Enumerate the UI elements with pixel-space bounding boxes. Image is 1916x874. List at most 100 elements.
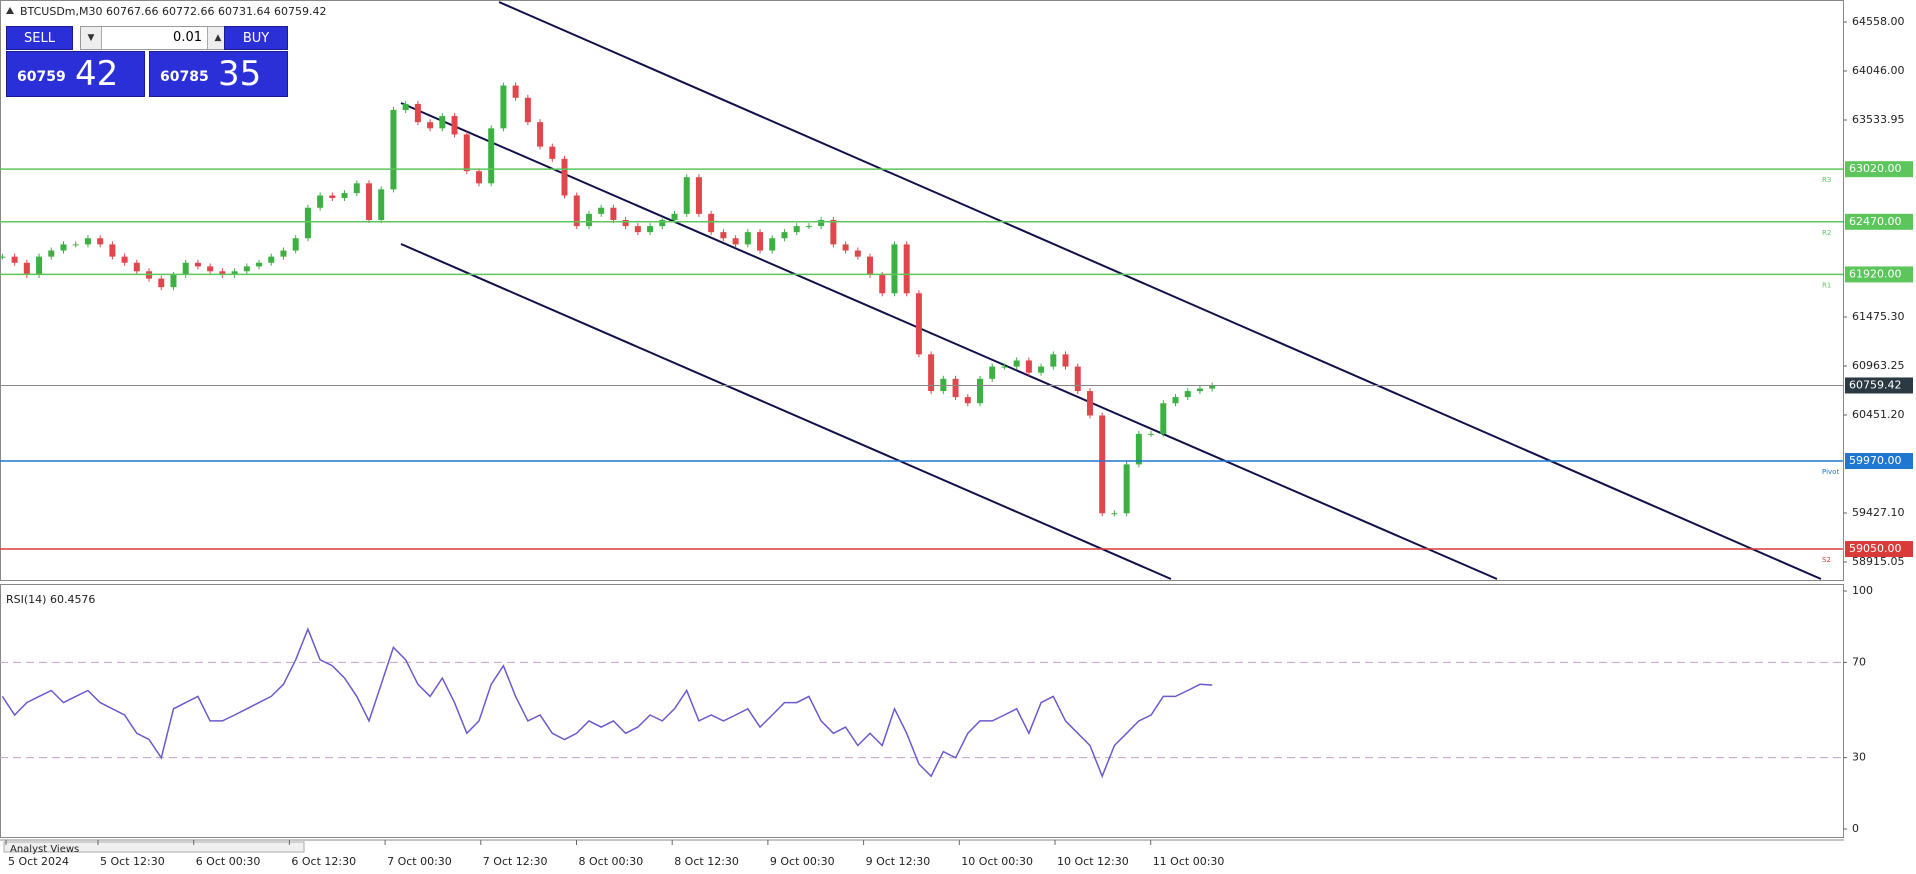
candle-body — [610, 207, 617, 220]
y-tick-label: 64558.00 — [1852, 15, 1905, 28]
volume-value: 0.01 — [173, 30, 202, 45]
analyst-views-tab[interactable] — [3, 841, 305, 853]
price-panel — [0, 0, 1844, 581]
candle-body — [537, 122, 544, 147]
candle-body — [133, 262, 140, 272]
candle-body — [97, 238, 104, 245]
candle-body — [72, 244, 79, 246]
candle-body — [378, 189, 385, 220]
candle-body — [243, 266, 250, 272]
x-tick-label: 5 Oct 12:30 — [100, 855, 165, 868]
level-name: S2 — [1822, 556, 1831, 564]
candle-body — [1074, 366, 1081, 392]
x-tick-label: 9 Oct 12:30 — [866, 855, 931, 868]
candle-body — [1160, 403, 1167, 434]
one-click-trading: SELL ▼ 0.01 ▲ BUY 60759 42 60785 35 — [6, 24, 289, 97]
candle-body — [695, 177, 702, 214]
candle-body — [818, 219, 825, 227]
candle-body — [720, 232, 727, 239]
candle-body — [0, 256, 6, 258]
candle-body — [329, 195, 336, 198]
candle-body — [842, 244, 849, 251]
rsi-title: RSI(14) 60.4576 — [6, 593, 95, 606]
level-name: Pivot — [1822, 468, 1839, 476]
analyst-views-label[interactable]: Analyst Views — [10, 844, 79, 855]
candle-body — [891, 244, 898, 294]
candle-body — [268, 256, 275, 263]
candle-body — [427, 122, 434, 129]
candle-body — [182, 262, 189, 275]
candle-body — [781, 232, 788, 239]
candle-body — [928, 354, 935, 392]
volume-input[interactable]: ▼ 0.01 ▲ — [80, 26, 229, 50]
current-price-box — [1845, 377, 1913, 394]
candle-body — [915, 293, 922, 355]
candle-body — [1050, 354, 1057, 367]
candle-body — [109, 244, 116, 257]
collapse-icon[interactable] — [6, 7, 14, 14]
x-tick-label: 8 Oct 00:30 — [579, 855, 644, 868]
candle-body — [353, 183, 360, 194]
candle-body — [451, 116, 458, 135]
candle-body — [317, 195, 324, 208]
candle-body — [231, 271, 238, 275]
candle-body — [1209, 385, 1216, 389]
level-name: R1 — [1822, 281, 1831, 289]
x-tick-label: 8 Oct 12:30 — [674, 855, 739, 868]
candle-body — [879, 274, 886, 294]
candle-body — [36, 256, 43, 275]
ask-main: 60785 — [160, 69, 209, 85]
candle-body — [1038, 366, 1045, 373]
candle-body — [549, 146, 556, 159]
candle-body — [500, 85, 507, 129]
candle-body — [622, 219, 629, 227]
sell-button[interactable]: SELL — [6, 26, 73, 50]
level-label-box — [1845, 213, 1913, 230]
candle-body — [280, 250, 287, 257]
candle-body — [573, 195, 580, 227]
candle-body — [341, 193, 348, 198]
y-tick-label: 59427.10 — [1852, 506, 1905, 519]
level-label-box — [1845, 453, 1913, 470]
candle-body — [256, 262, 263, 267]
y-tick-label: 30 — [1852, 751, 1866, 764]
bid-box[interactable]: 60759 42 — [6, 51, 145, 97]
candle-body — [867, 256, 874, 275]
rsi-panel — [0, 584, 1844, 838]
candle-body — [1196, 388, 1203, 392]
volume-down[interactable]: ▼ — [81, 27, 102, 49]
candle-body — [659, 219, 666, 227]
candle-body — [744, 232, 751, 245]
candle-body — [903, 244, 910, 294]
trendline — [498, 1, 1822, 580]
candle-body — [769, 238, 776, 251]
candle-body — [952, 378, 959, 398]
candle-body — [964, 397, 971, 404]
y-tick-label: 64046.00 — [1852, 64, 1905, 77]
candle-body — [585, 213, 592, 227]
bid-main: 60759 — [17, 69, 66, 85]
buy-button[interactable]: BUY — [224, 26, 288, 50]
x-tick-label: 10 Oct 00:30 — [961, 855, 1033, 868]
volume-up[interactable]: ▲ — [207, 27, 228, 49]
ask-box[interactable]: 60785 35 — [149, 51, 288, 97]
candle-body — [1123, 464, 1130, 514]
candle-body — [1184, 391, 1191, 398]
trendline — [400, 102, 1498, 580]
candle-body — [475, 171, 482, 184]
candle-body — [11, 256, 18, 263]
candle-body — [23, 262, 30, 275]
candle-body — [671, 213, 678, 220]
candle-body — [304, 207, 311, 239]
y-tick-label: 100 — [1852, 584, 1873, 597]
candle-body — [207, 266, 214, 272]
level-label-box — [1845, 161, 1913, 178]
candle-body — [439, 116, 446, 129]
level-label-box — [1845, 541, 1913, 558]
x-tick-label: 7 Oct 00:30 — [387, 855, 452, 868]
candle-body — [194, 262, 201, 267]
candle-body — [977, 378, 983, 404]
y-tick-label: 0 — [1852, 822, 1859, 835]
candle-body — [757, 232, 764, 251]
